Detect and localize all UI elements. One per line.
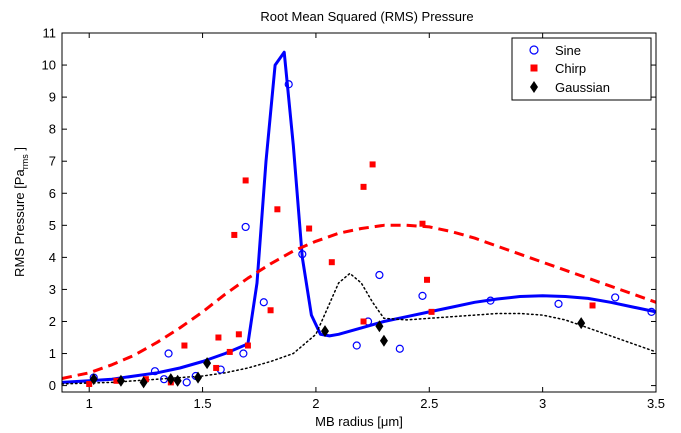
legend-label-gaussian: Gaussian: [555, 80, 610, 95]
point-sine: [150, 367, 160, 376]
legend-label-sine: Sine: [555, 43, 581, 58]
y-tick-label: 0: [49, 378, 56, 393]
x-axis-ticks: 1 1.5 2 2.5 3 3.5: [86, 33, 665, 411]
legend-item-gaussian: Gaussian: [530, 80, 610, 95]
x-tick-label: 3.5: [647, 396, 665, 411]
legend-item-chirp: Chirp: [530, 61, 586, 76]
point-chirp: [181, 342, 188, 349]
y-axis-label-main: RMS Pressure [Pa: [12, 169, 27, 277]
legend-marker-sine: [529, 45, 539, 55]
legend-marker-gaussian: [530, 81, 538, 93]
point-chirp: [244, 342, 251, 349]
y-axis-label: RMS Pressure [Parms ]: [12, 147, 30, 277]
point-gaussian: [166, 373, 175, 386]
y-tick-label: 10: [42, 58, 56, 73]
point-chirp: [267, 307, 274, 314]
point-gaussian: [89, 373, 98, 386]
point-chirp: [213, 364, 220, 371]
point-chirp: [428, 308, 435, 315]
point-chirp: [328, 259, 335, 266]
legend-item-sine: Sine: [529, 43, 581, 58]
point-chirp: [589, 302, 596, 309]
point-sine: [611, 293, 620, 302]
point-chirp: [86, 380, 93, 387]
x-tick-label: 2: [312, 396, 319, 411]
x-tick-label: 1: [86, 396, 93, 411]
point-chirp: [369, 161, 376, 168]
y-tick-label: 1: [49, 346, 56, 361]
y-axis-ticks: 0 1 2 3 4 5 6 7 8 9 10 11: [42, 26, 656, 393]
point-sine: [352, 341, 361, 350]
legend-marker-chirp: [530, 64, 538, 72]
point-sine: [375, 270, 384, 280]
point-sine: [182, 378, 191, 387]
plot-frame: [61, 32, 657, 393]
line-chirp-fit: [61, 223, 657, 380]
point-chirp: [231, 231, 238, 238]
point-sine: [241, 222, 250, 232]
point-gaussian: [379, 334, 388, 347]
point-gaussian: [139, 376, 148, 389]
y-tick-label: 3: [49, 282, 56, 297]
point-gaussian: [320, 325, 329, 338]
point-sine: [395, 344, 404, 353]
point-sine: [259, 298, 268, 307]
y-axis-label-subscript: rms: [20, 154, 30, 169]
x-tick-label: 3: [539, 396, 546, 411]
point-sine: [647, 307, 656, 316]
point-chirp: [142, 376, 149, 383]
point-chirp: [226, 348, 233, 355]
y-tick-label: 7: [49, 154, 56, 169]
point-sine: [164, 349, 173, 358]
point-gaussian: [173, 374, 182, 387]
legend: Sine Chirp Gaussian: [511, 37, 652, 101]
y-tick-label: 5: [49, 218, 56, 233]
y-tick-label: 8: [49, 122, 56, 137]
point-chirp: [419, 220, 426, 227]
point-chirp: [306, 225, 313, 232]
legend-label-chirp: Chirp: [555, 61, 586, 76]
y-tick-label: 2: [49, 314, 56, 329]
point-chirp: [113, 377, 120, 384]
point-sine: [239, 349, 248, 358]
y-tick-label: 6: [49, 186, 56, 201]
x-tick-label: 1.5: [194, 396, 212, 411]
point-sine: [418, 291, 427, 300]
data-markers: [86, 80, 656, 389]
point-sine: [298, 250, 307, 259]
point-sine: [284, 80, 293, 89]
point-gaussian: [194, 371, 203, 384]
point-chirp: [360, 318, 367, 325]
y-axis-label-close: ]: [12, 147, 27, 154]
point-gaussian: [577, 317, 586, 330]
point-chirp: [242, 177, 249, 184]
y-tick-label: 11: [43, 26, 57, 41]
line-sine-fit: [61, 50, 657, 384]
point-chirp: [215, 334, 222, 341]
point-chirp: [360, 183, 367, 190]
point-chirp: [424, 276, 431, 283]
x-tick-label: 2.5: [420, 396, 438, 411]
point-gaussian: [203, 357, 212, 370]
chart-title: Root Mean Squared (RMS) Pressure: [260, 9, 473, 24]
point-sine: [554, 299, 563, 308]
point-chirp: [235, 331, 242, 338]
x-axis-label: MB radius [μm]: [315, 414, 403, 429]
point-gaussian: [116, 374, 125, 387]
point-sine: [486, 296, 495, 305]
y-tick-label: 4: [49, 250, 56, 265]
point-gaussian: [375, 320, 384, 333]
y-tick-label: 9: [49, 90, 56, 105]
point-chirp: [274, 206, 281, 213]
